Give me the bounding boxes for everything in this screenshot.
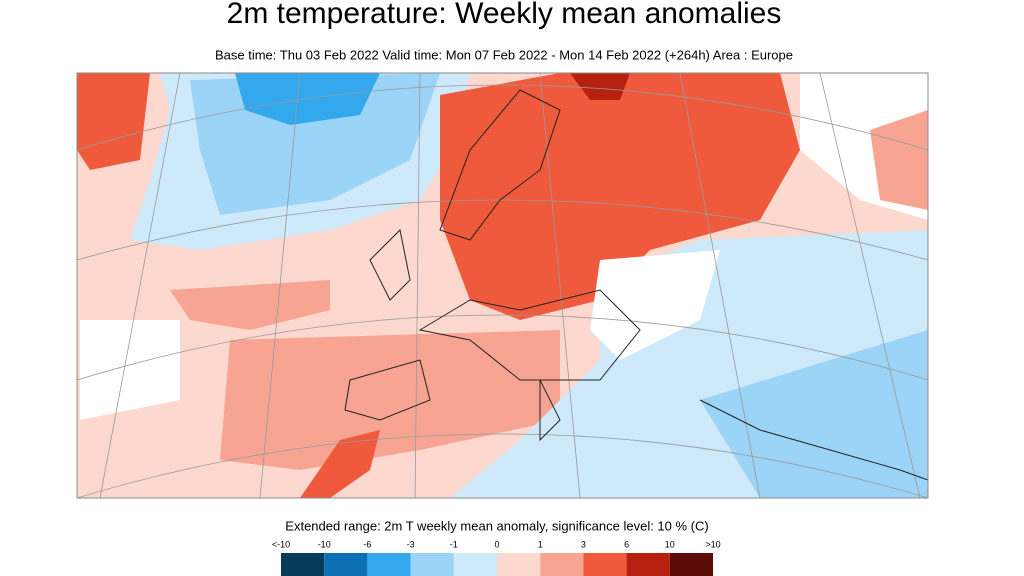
legend-title: Extended range: 2m T weekly mean anomaly… [285,518,708,533]
legend-label: >10 [705,539,720,549]
graticule [77,73,928,498]
legend-label: 10 [665,539,675,549]
warm-region [870,110,928,210]
warm-region [440,73,800,320]
neutral-region [590,250,720,360]
legend-swatch [410,553,454,576]
legend-label: <-10 [272,539,290,549]
legend-swatch [583,553,627,576]
coastlines [344,89,928,481]
map [76,72,929,499]
legend-label: -3 [407,539,415,549]
legend-swatch [281,553,325,576]
title: 2m temperature: Weekly mean anomalies [227,0,782,30]
legend-swatch [669,553,713,576]
legend-swatch [367,553,411,576]
legend-label: -10 [318,539,331,549]
neutral-region [80,320,180,420]
legend-swatch [453,553,497,576]
legend-label: 6 [624,539,629,549]
legend-label: 3 [581,539,586,549]
cold-region [235,73,380,125]
legend: <-10 -10 -6 -3 -1 0 1 3 6 10 >10 [272,539,721,576]
legend-swatch [540,553,584,576]
legend-swatch [324,553,368,576]
warm-region [570,73,630,100]
legend-label: -6 [363,539,371,549]
legend-label: 1 [538,539,543,549]
legend-swatch [497,553,541,576]
subtitle: Base time: Thu 03 Feb 2022 Valid time: M… [215,47,793,62]
legend-swatch [626,553,670,576]
warm-region [170,280,330,330]
legend-label: 0 [494,539,499,549]
map-frame [76,72,929,499]
warm-region [300,430,380,498]
legend-label: -1 [450,539,458,549]
warm-region [220,330,560,470]
cold-region [700,330,928,498]
warm-region [77,73,150,170]
